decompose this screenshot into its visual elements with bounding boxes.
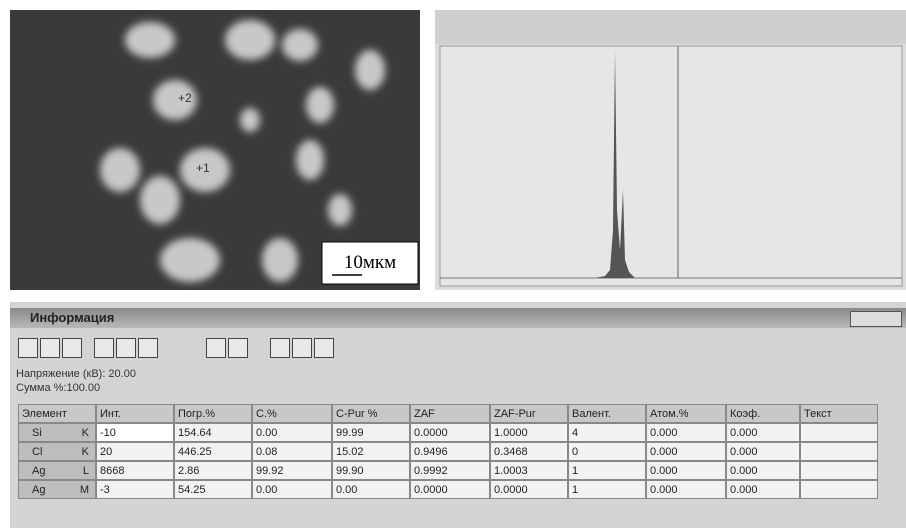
tool-button[interactable]: [138, 338, 158, 358]
table-cell: 4: [568, 423, 646, 442]
tool-button[interactable]: [116, 338, 136, 358]
table-cell: 54.25: [174, 480, 252, 499]
table-cell: 0.000: [726, 461, 800, 480]
info-window: Информация Напряжение (кВ): 20.00 Сумма …: [10, 302, 906, 528]
column-header: Инт.: [96, 404, 174, 423]
table-cell: [800, 423, 878, 442]
marker: +2: [178, 91, 192, 105]
table-cell: [800, 480, 878, 499]
title-bar: Информация: [10, 308, 906, 328]
table-cell: 0.000: [646, 423, 726, 442]
table-cell: 20: [96, 442, 174, 461]
table-cell: 0.000: [726, 423, 800, 442]
tool-button[interactable]: [40, 338, 60, 358]
table-cell: 0.000: [726, 480, 800, 499]
element: Ag: [32, 484, 45, 496]
spectrum-screenshot: [435, 10, 906, 290]
table-cell: 0.000: [646, 442, 726, 461]
table-cell: 15.02: [332, 442, 410, 461]
micrograph: +2 +1 10мкм: [10, 10, 420, 290]
element-cell: Ag L: [18, 461, 96, 480]
table-cell: 99.99: [332, 423, 410, 442]
column-header: C-Pur %: [332, 404, 410, 423]
toolbar: [435, 10, 906, 44]
table-cell: 0.0000: [490, 480, 568, 499]
marker: +1: [196, 161, 210, 175]
table-cell: 0.00: [252, 480, 332, 499]
table-cell: 0.00: [332, 480, 410, 499]
column-header: ZAF-Pur: [490, 404, 568, 423]
table-cell: 99.90: [332, 461, 410, 480]
table-cell: 1.0000: [490, 423, 568, 442]
tool-button[interactable]: [228, 338, 248, 358]
table-cell: 2.86: [174, 461, 252, 480]
column-header: ZAF: [410, 404, 490, 423]
element-cell: Ag M: [18, 480, 96, 499]
column-header: Текст: [800, 404, 878, 423]
page: +2 +1 10мкм Информация Напряжение (кВ): …: [0, 0, 906, 528]
table-cell: 0.000: [646, 480, 726, 499]
table-cell: 0.9992: [410, 461, 490, 480]
table-cell: 0.000: [726, 442, 800, 461]
voltage: Напряжение (кВ): 20.00: [16, 368, 136, 380]
tool-button[interactable]: [62, 338, 82, 358]
line: K: [82, 443, 89, 461]
table-cell: 8668: [96, 461, 174, 480]
table-cell: 1: [568, 461, 646, 480]
tool-button[interactable]: [270, 338, 290, 358]
column-header: Элемент: [18, 404, 96, 423]
column-header: Атом.%: [646, 404, 726, 423]
table-cell: 1.0003: [490, 461, 568, 480]
table-cell: -3: [96, 480, 174, 499]
element-cell: Cl K: [18, 442, 96, 461]
table-cell: 0.000: [646, 461, 726, 480]
tool-button[interactable]: [206, 338, 226, 358]
table-cell: -10: [96, 423, 174, 442]
table-cell: 1: [568, 480, 646, 499]
sum: Сумма %:100.00: [16, 382, 100, 394]
tool-button[interactable]: [18, 338, 38, 358]
element: Cl: [32, 446, 42, 458]
tool-button[interactable]: [94, 338, 114, 358]
table-cell: 0: [568, 442, 646, 461]
element-cell: Si K: [18, 423, 96, 442]
element: Ag: [32, 465, 45, 477]
scale-label: 10мкм: [344, 252, 396, 273]
table-cell: [800, 461, 878, 480]
column-header: Коэф.: [726, 404, 800, 423]
element: Si: [32, 427, 42, 439]
line: K: [82, 424, 89, 442]
column-header: C.%: [252, 404, 332, 423]
window-controls[interactable]: [850, 311, 902, 327]
table-cell: [800, 442, 878, 461]
table-cell: 0.3468: [490, 442, 568, 461]
table-cell: 0.0000: [410, 480, 490, 499]
tool-button[interactable]: [314, 338, 334, 358]
tool-button[interactable]: [292, 338, 312, 358]
plot-area: [440, 46, 902, 286]
table-cell: 154.64: [174, 423, 252, 442]
table-cell: 0.0000: [410, 423, 490, 442]
line: L: [83, 462, 89, 480]
column-header: Валент.: [568, 404, 646, 423]
table-cell: 446.25: [174, 442, 252, 461]
table-cell: 99.92: [252, 461, 332, 480]
table-cell: 0.00: [252, 423, 332, 442]
line: M: [80, 481, 89, 499]
table-cell: 0.9496: [410, 442, 490, 461]
column-header: Погр.%: [174, 404, 252, 423]
table-cell: 0.08: [252, 442, 332, 461]
